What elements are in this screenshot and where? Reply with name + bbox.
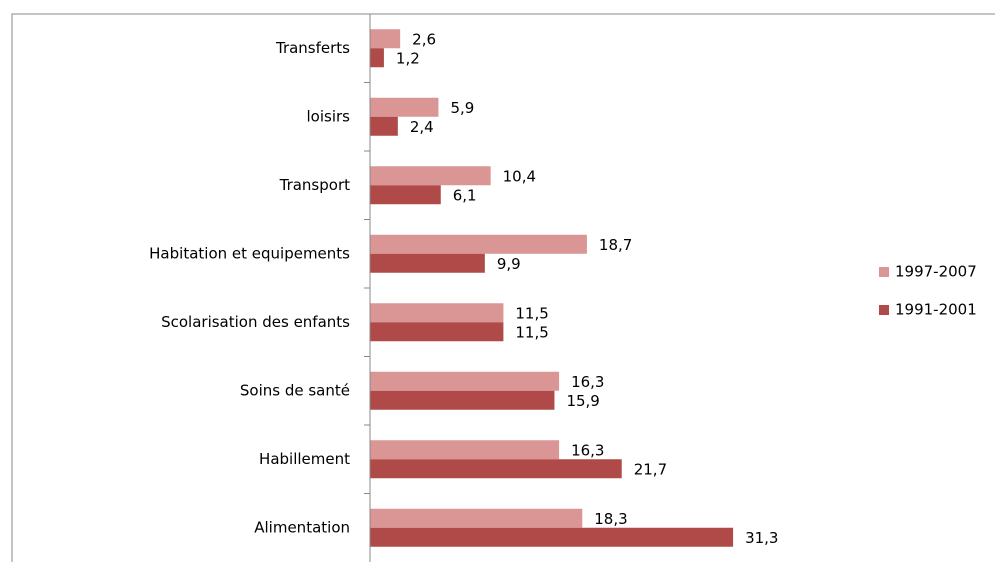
value-label: 6,1 [453, 186, 477, 204]
bar [370, 234, 587, 254]
value-label: 21,7 [634, 460, 667, 478]
bar [370, 253, 485, 273]
bar [370, 185, 441, 205]
legend-swatch [879, 267, 889, 277]
value-label: 9,9 [497, 255, 521, 273]
bar [370, 166, 491, 186]
bar [370, 116, 398, 136]
bar [370, 48, 384, 68]
y-tick-label: Alimentation [254, 518, 350, 536]
value-label: 18,3 [594, 510, 627, 528]
value-label: 11,5 [515, 323, 548, 341]
y-tick-label: Habillement [259, 450, 350, 468]
value-label: 31,3 [745, 529, 778, 547]
value-label: 18,7 [599, 236, 632, 254]
y-tick-label: Transferts [275, 39, 350, 57]
y-tick-label: Scolarisation des enfants [161, 313, 350, 331]
bar [370, 508, 583, 528]
bar [370, 97, 439, 117]
bar [370, 527, 734, 547]
y-tick-label: Transport [279, 176, 351, 194]
bar [370, 29, 401, 49]
value-label: 2,6 [412, 30, 436, 48]
value-label: 16,3 [571, 441, 604, 459]
value-label: 1,2 [396, 49, 420, 67]
bar [370, 390, 555, 410]
bar [370, 459, 622, 479]
legend-label: 1997-2007 [895, 263, 977, 281]
bar [370, 371, 560, 391]
legend-label: 1991-2001 [895, 301, 977, 319]
bar [370, 322, 504, 342]
value-label: 11,5 [515, 304, 548, 322]
value-label: 5,9 [450, 99, 474, 117]
value-label: 16,3 [571, 373, 604, 391]
legend-swatch [879, 305, 889, 315]
y-tick-label: Soins de santé [240, 381, 350, 399]
value-label: 15,9 [566, 392, 599, 410]
bar [370, 303, 504, 323]
value-label: 10,4 [503, 167, 536, 185]
bar [370, 440, 560, 460]
value-label: 2,4 [410, 118, 434, 136]
y-tick-label: loisirs [307, 107, 351, 125]
y-tick-label: Habitation et equipements [149, 244, 350, 262]
chart-border [11, 13, 995, 562]
